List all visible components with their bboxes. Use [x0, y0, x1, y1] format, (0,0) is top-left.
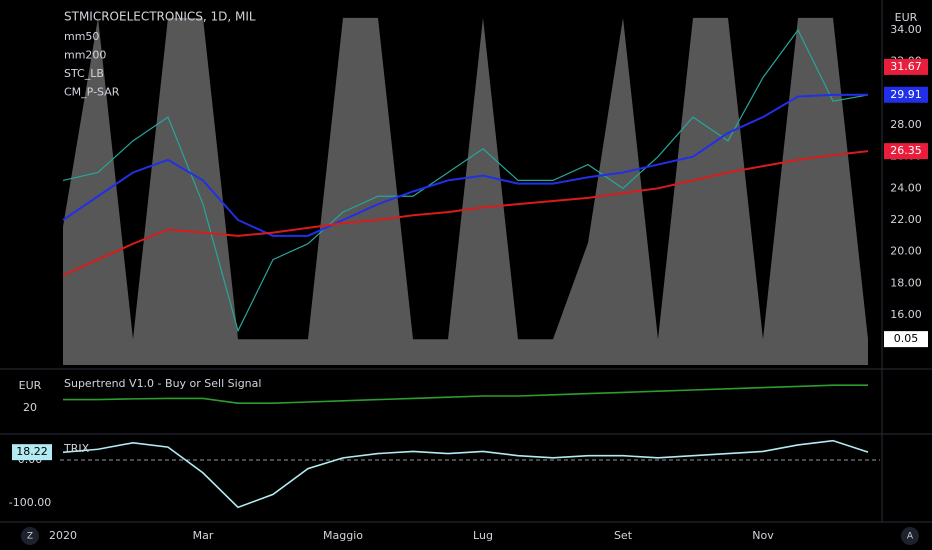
legend-entry: STC_LB	[64, 67, 104, 80]
y-tick-label: 20.00	[890, 245, 922, 258]
y-tick-label: 20	[23, 401, 37, 414]
x-tick-label: Nov	[752, 529, 774, 542]
y-tick-label: 18.00	[890, 276, 922, 289]
currency-label: EUR	[19, 379, 42, 392]
value-label: 18.22	[16, 445, 48, 458]
x-tick-label: Maggio	[323, 529, 363, 542]
value-label-box	[12, 444, 52, 461]
x-tick-label: 2020	[49, 529, 77, 542]
currency-label: EUR	[895, 11, 918, 24]
pane-title: STMICROELECTRONICS, 1D, MIL	[64, 10, 256, 24]
price-label: 31.67	[890, 60, 922, 73]
pane-title: Supertrend V1.0 - Buy or Sell Signal	[64, 377, 261, 390]
y-tick-label: 16.00	[890, 308, 922, 321]
indicator-line	[62, 439, 869, 509]
ma-line	[62, 150, 869, 277]
stc-area	[63, 17, 868, 365]
legend-entry: mm200	[64, 49, 106, 62]
legend-entry: CM_P-SAR	[64, 86, 120, 99]
y-tick-label: 34.00	[890, 23, 922, 36]
icon-a: A	[907, 532, 914, 542]
y-tick-label: 28.00	[890, 118, 922, 131]
y-tick-label: -100.00	[9, 496, 51, 509]
price-label: 0.05	[894, 332, 919, 345]
x-tick-label: Mar	[193, 529, 214, 542]
y-tick-label: 24.00	[890, 181, 922, 194]
price-label-box	[884, 86, 928, 103]
price-label-box	[884, 143, 928, 160]
price-label-box	[884, 58, 928, 75]
timezone-button[interactable]	[21, 527, 39, 545]
indicator-line	[63, 384, 868, 404]
ma-line	[62, 93, 869, 237]
price-label: 29.91	[890, 88, 922, 101]
x-tick-label: Set	[614, 529, 633, 542]
pane-title: TRIX	[63, 442, 90, 455]
y-tick-label: 22.00	[890, 213, 922, 226]
auto-scale-button[interactable]	[901, 527, 919, 545]
legend-entry: mm50	[64, 30, 99, 43]
price-label: 26.35	[890, 144, 922, 157]
price-label-box	[884, 331, 928, 348]
icon-z: Z	[27, 532, 33, 542]
x-tick-label: Lug	[473, 529, 493, 542]
